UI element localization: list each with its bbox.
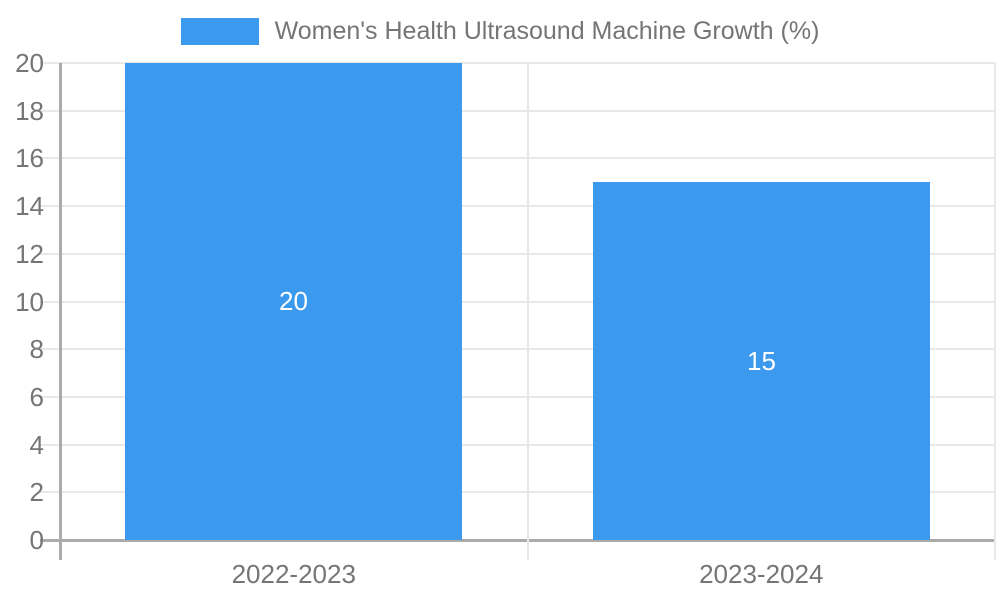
y-axis-line (59, 63, 62, 560)
bar: 15 (593, 182, 930, 540)
y-gridline (40, 62, 995, 64)
y-gridline (40, 444, 995, 446)
y-tick-label: 16 (15, 143, 44, 173)
y-gridline (40, 253, 995, 255)
category-separator (527, 63, 529, 560)
y-tick-label: 14 (15, 191, 44, 221)
bar-value-label: 20 (279, 286, 308, 316)
y-tick-label: 0 (29, 525, 44, 555)
legend-label: Women's Health Ultrasound Machine Growth… (274, 16, 820, 45)
x-axis-line (40, 539, 995, 542)
plot-area: 20 15 (40, 62, 996, 560)
y-tick-label: 6 (29, 382, 44, 412)
y-gridline (40, 301, 995, 303)
y-axis-labels: 0 2 4 6 8 10 12 14 16 18 20 (0, 48, 44, 555)
category-separator (994, 63, 996, 560)
x-tick-label: 2022-2023 (231, 559, 356, 589)
x-tick-label: 2023-2024 (699, 559, 824, 589)
y-tick-label: 20 (15, 48, 44, 78)
legend-swatch (180, 17, 259, 45)
y-gridline (40, 348, 995, 350)
y-gridline (40, 491, 995, 493)
x-axis-labels: 2022-2023 2023-2024 (60, 558, 995, 590)
y-tick-label: 18 (15, 96, 44, 126)
y-tick-label: 8 (29, 334, 44, 364)
y-gridline (40, 110, 995, 112)
y-tick-label: 12 (15, 239, 44, 269)
bar: 20 (125, 63, 462, 540)
y-tick-label: 2 (29, 477, 44, 507)
y-gridline (40, 205, 995, 207)
y-tick-label: 10 (15, 287, 44, 317)
y-gridline (40, 396, 995, 398)
y-gridline (40, 157, 995, 159)
bar-value-label: 15 (747, 345, 776, 376)
y-tick-label: 4 (29, 430, 44, 460)
chart-legend: Women's Health Ultrasound Machine Growth… (0, 15, 1000, 47)
